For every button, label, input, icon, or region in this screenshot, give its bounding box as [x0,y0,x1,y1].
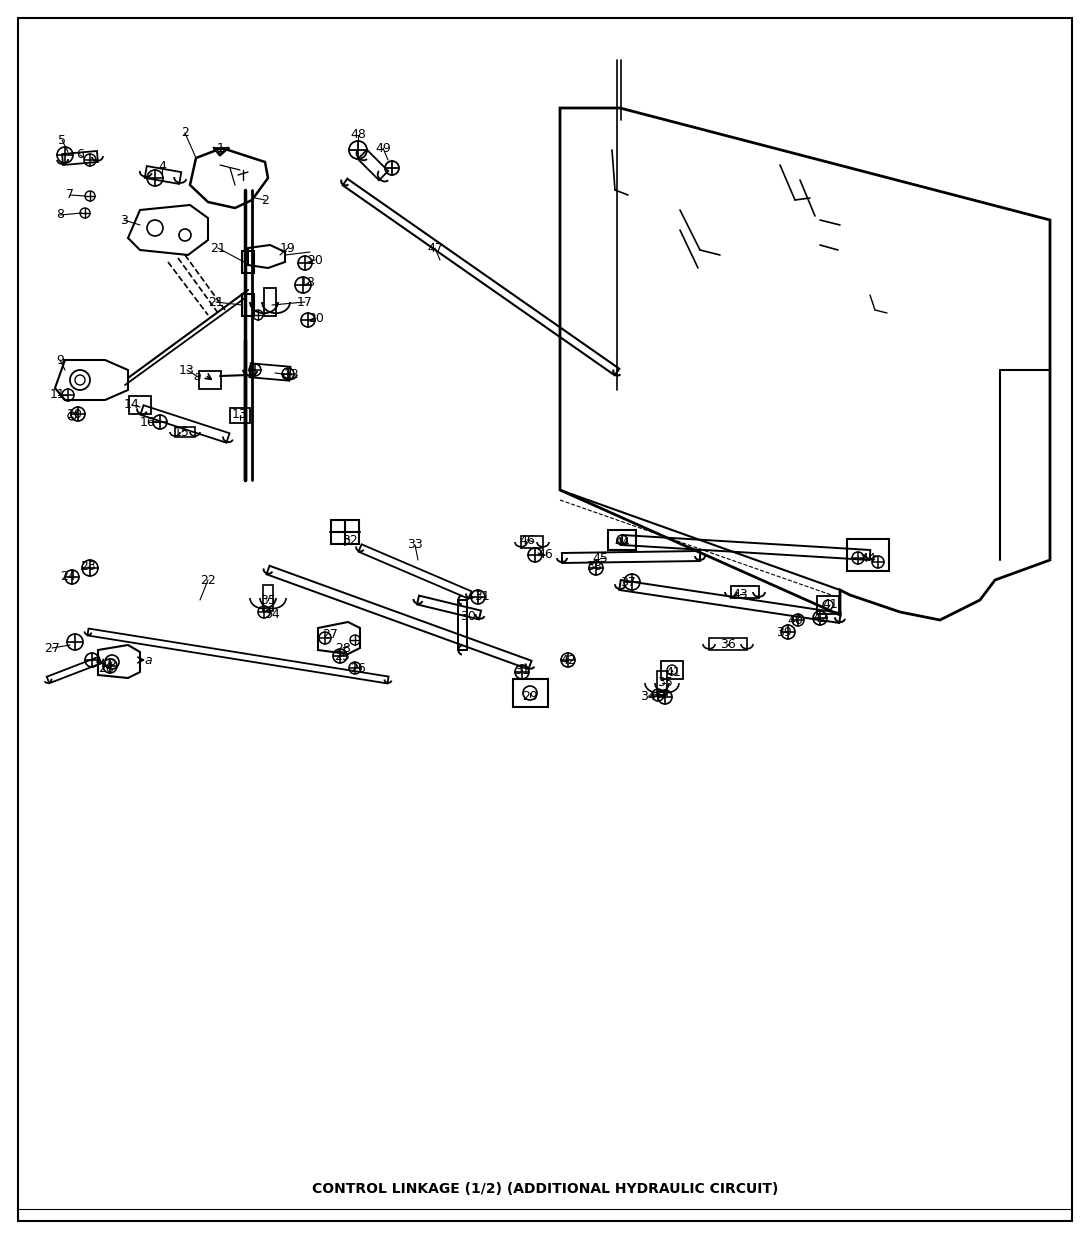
Text: 34: 34 [264,607,280,621]
Text: 44: 44 [860,551,876,565]
Text: 27: 27 [322,627,338,641]
Text: 3: 3 [120,213,128,227]
Text: 31: 31 [474,591,489,603]
Text: 27: 27 [44,642,60,654]
Text: 17: 17 [298,295,313,309]
Text: 5: 5 [58,134,66,146]
Text: 1: 1 [217,141,225,155]
Text: 47: 47 [427,242,443,254]
Text: 11: 11 [50,389,65,401]
Text: 48: 48 [350,129,366,141]
Text: 43: 43 [732,587,748,601]
Text: 8: 8 [56,208,64,222]
Text: 9: 9 [56,353,64,367]
Text: 20: 20 [308,311,324,325]
Text: 7: 7 [66,188,74,202]
Text: 13: 13 [179,363,195,377]
Text: 28: 28 [98,662,114,674]
Text: 6: 6 [76,149,84,161]
Text: 44: 44 [614,536,630,550]
Text: 32: 32 [342,534,358,546]
Text: 24: 24 [60,570,76,584]
Text: 35: 35 [261,593,276,607]
Text: 14: 14 [124,399,140,411]
Text: 21: 21 [208,295,223,309]
Text: 22: 22 [201,574,216,586]
Text: 33: 33 [408,539,423,551]
Text: 2: 2 [262,193,269,207]
Text: 46: 46 [537,549,553,561]
Text: a: a [193,370,201,384]
Text: 45: 45 [592,551,608,565]
Text: 13: 13 [232,409,247,421]
Text: 31: 31 [514,664,530,676]
Text: 21: 21 [210,242,226,254]
Text: 41: 41 [822,598,838,612]
Text: 41: 41 [665,665,681,679]
Text: 40: 40 [787,613,803,627]
Text: 39: 39 [776,626,791,638]
Text: 37: 37 [620,575,635,589]
Text: 42: 42 [560,653,576,667]
Text: 12: 12 [284,368,300,382]
Text: 26: 26 [350,662,366,674]
Text: 35: 35 [657,676,673,689]
Text: 46: 46 [519,534,535,546]
Text: 15: 15 [174,425,190,439]
Text: 4: 4 [158,161,166,173]
Text: CONTROL LINKAGE (1/2) (ADDITIONAL HYDRAULIC CIRCUIT): CONTROL LINKAGE (1/2) (ADDITIONAL HYDRAU… [312,1182,778,1196]
Text: 30: 30 [460,611,476,623]
Text: 25: 25 [334,649,350,663]
Text: 18: 18 [300,276,316,290]
Text: 29: 29 [522,690,537,704]
Text: 42: 42 [812,612,828,626]
Text: 20: 20 [307,254,323,266]
Text: 10: 10 [68,409,83,421]
Text: a: a [144,653,152,667]
Text: 23: 23 [81,560,96,574]
Text: 38: 38 [586,560,602,574]
Text: 34: 34 [640,689,656,703]
Text: 19: 19 [280,242,295,254]
Text: 2: 2 [181,126,189,140]
Text: 16: 16 [141,415,156,429]
Text: 49: 49 [375,141,391,155]
Text: 36: 36 [720,638,736,652]
Text: 28: 28 [335,642,351,654]
